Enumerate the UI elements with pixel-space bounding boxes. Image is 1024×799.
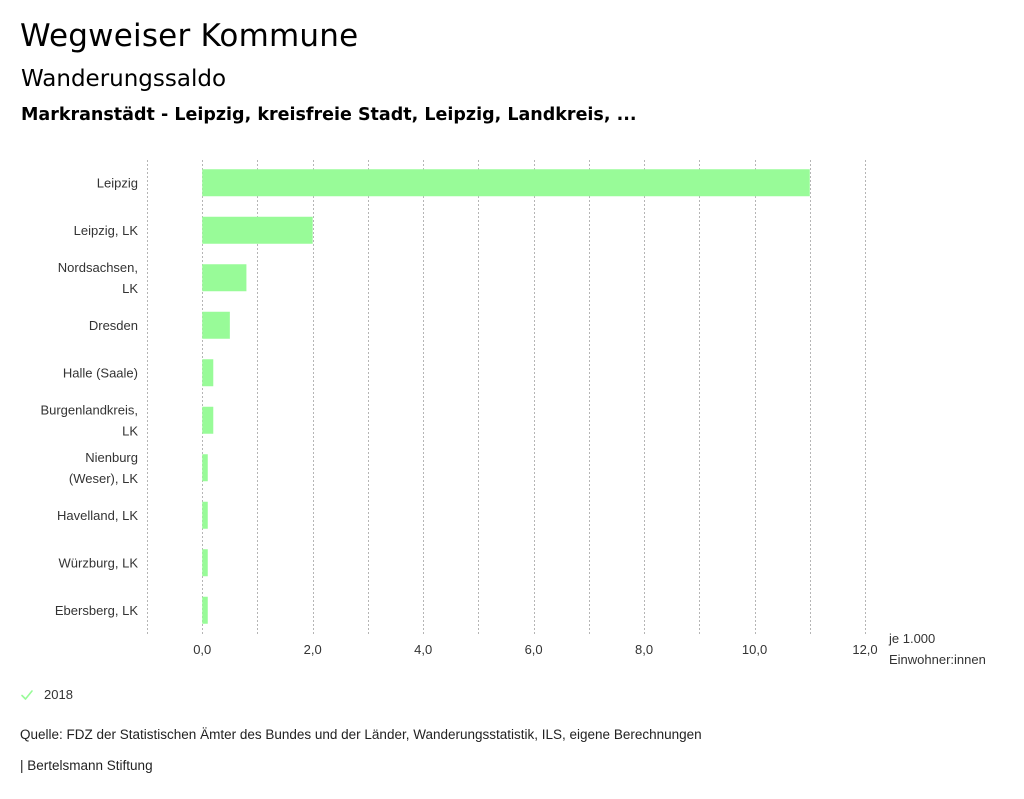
category-label: Leipzig (97, 175, 138, 190)
category-label: Nordsachsen, LK (58, 260, 139, 296)
x-tick-label: 12,0 (852, 642, 877, 657)
category-label: Leipzig, LK (74, 223, 139, 238)
publisher-note: | Bertelsmann Stiftung (20, 758, 153, 773)
category-label: Halle (Saale) (63, 365, 138, 380)
category-label: Havelland, LK (57, 508, 138, 523)
source-note: Quelle: FDZ der Statistischen Ämter des … (20, 727, 702, 742)
bar[interactable] (202, 264, 247, 292)
bar[interactable] (202, 454, 208, 482)
x-tick-label: 4,0 (414, 642, 432, 657)
bars (202, 169, 810, 624)
chart-subtitle: Wanderungssaldo (21, 66, 227, 92)
chart-scope: Markranstädt - Leipzig, kreisfreie Stadt… (21, 105, 637, 125)
x-axis-label: je 1.000 Einwohner:innen (888, 631, 986, 667)
bar[interactable] (202, 311, 230, 339)
bar-chart: Leipzig Leipzig, LK Nordsachsen, LK Dresden H… (40, 160, 986, 667)
category-label: Würzburg, LK (59, 555, 139, 570)
x-tick-label: 0,0 (193, 642, 211, 657)
x-axis-ticks: 0,0 2,0 4,0 6,0 8,0 10,0 12,0 (193, 642, 877, 657)
bar[interactable] (202, 169, 810, 197)
category-label: Burgenlandkreis, LK (40, 402, 138, 438)
bar[interactable] (202, 501, 208, 529)
bar[interactable] (202, 549, 208, 577)
x-tick-label: 6,0 (525, 642, 543, 657)
bar[interactable] (202, 596, 208, 624)
x-tick-label: 8,0 (635, 642, 653, 657)
grid-lines (147, 160, 866, 635)
category-label: Dresden (89, 318, 138, 333)
bar[interactable] (202, 359, 214, 387)
legend-label: 2018 (44, 687, 73, 702)
category-labels: Leipzig Leipzig, LK Nordsachsen, LK Dresden H… (40, 175, 138, 618)
x-axis-title: je 1.000 Einwohner:innen (888, 631, 986, 667)
category-label: Nienburg (Weser), LK (69, 450, 138, 486)
legend[interactable]: 2018 (20, 687, 73, 702)
bar[interactable] (202, 216, 313, 244)
bar[interactable] (202, 406, 214, 434)
x-tick-label: 2,0 (304, 642, 322, 657)
page-title: Wegweiser Kommune (20, 18, 359, 54)
check-icon (21, 689, 33, 700)
category-label: Ebersberg, LK (55, 603, 138, 618)
x-tick-label: 10,0 (742, 642, 767, 657)
